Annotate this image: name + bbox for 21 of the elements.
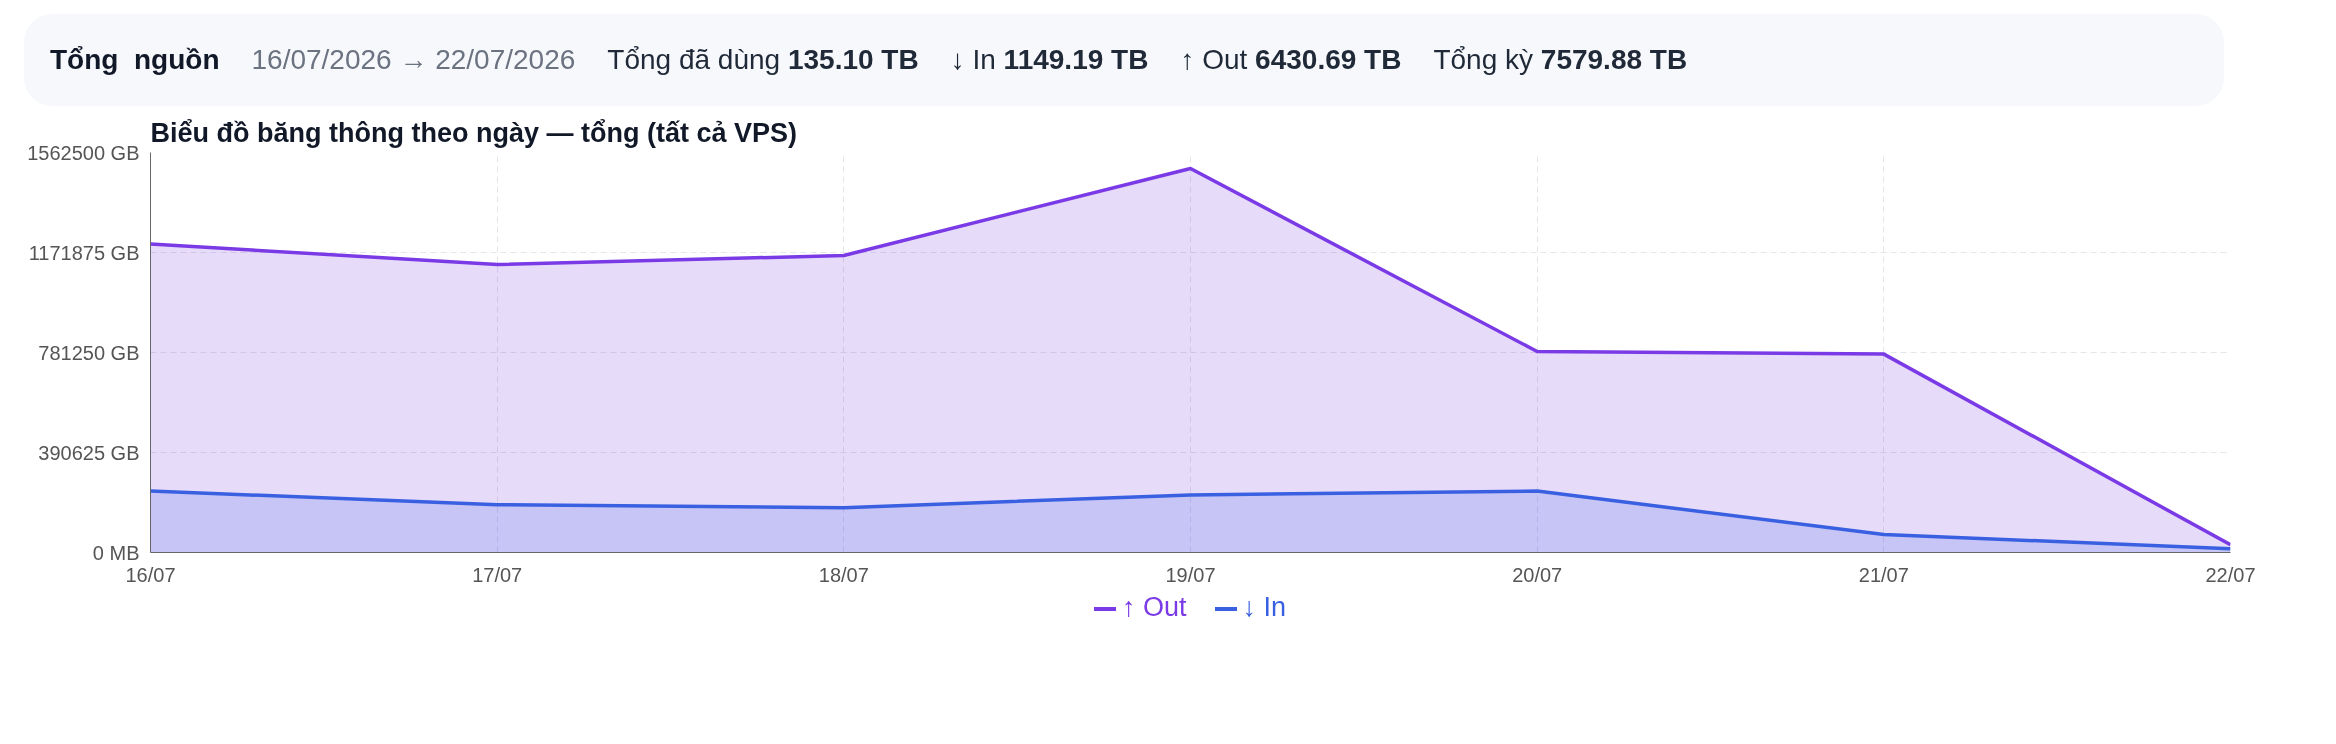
legend-label: ↑ Out (1120, 592, 1187, 622)
text: 16/07/2026 → 22/07/2026 (251, 43, 576, 77)
y-tick-label: 0 MB (92, 541, 140, 564)
y-tick-label: 781250 GB (38, 341, 140, 364)
x-tick-label: 20/07 (1512, 563, 1563, 586)
x-tick-label: 18/07 (818, 563, 869, 586)
x-tick-label: 21/07 (1858, 563, 1909, 586)
text: ↑ Out 6430.69 TB (1180, 43, 1402, 77)
chart-title: Biểu đồ băng thông theo ngày — tổng (tất cả VPS) (150, 117, 797, 148)
y-tick-label: 1562500 GB (27, 141, 140, 164)
text: Tổng đã dùng 135.10 TB (607, 43, 919, 77)
x-tick-label: 19/07 (1165, 563, 1216, 586)
text: ↓ In 1149.19 TB (950, 43, 1149, 77)
text: Tổng nguồn (50, 43, 220, 77)
x-tick-label: 22/07 (2205, 563, 2256, 586)
y-tick-label: 1171875 GB (28, 241, 140, 264)
x-tick-label: 16/07 (125, 563, 176, 586)
text: Tổng kỳ 7579.88 TB (1433, 43, 1688, 77)
x-tick-label: 17/07 (472, 563, 523, 586)
legend-label: ↓ In (1241, 592, 1287, 622)
y-tick-label: 390625 GB (38, 441, 140, 464)
